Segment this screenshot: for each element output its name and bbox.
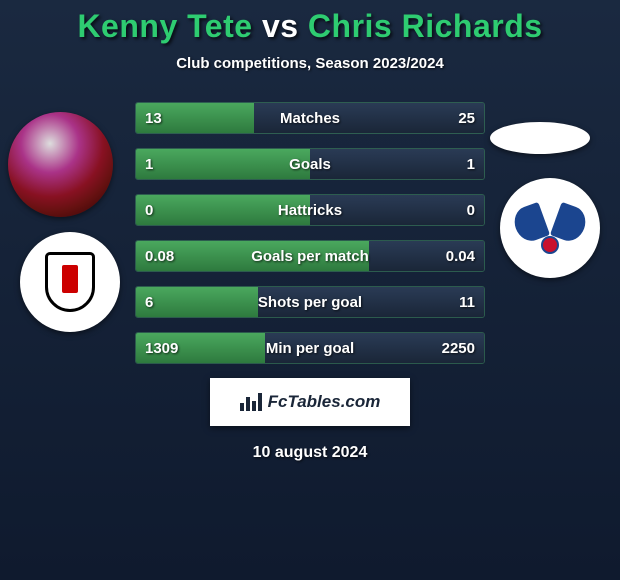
player2-photo (490, 122, 590, 154)
stat-label: Shots per goal (135, 294, 485, 311)
date-label: 10 august 2024 (0, 444, 620, 462)
stat-rows-container: 13 Matches 25 1 Goals 1 0 Hattricks 0 0.… (135, 102, 485, 364)
stat-label: Min per goal (135, 340, 485, 357)
stat-value-right: 0.04 (435, 248, 475, 265)
vs-text: vs (262, 8, 299, 44)
attribution-text: FcTables.com (268, 392, 381, 412)
stat-value-right: 0 (435, 202, 475, 219)
player1-club-logo (20, 232, 120, 332)
comparison-title: Kenny Tete vs Chris Richards (0, 0, 620, 45)
stat-row: 13 Matches 25 (135, 102, 485, 134)
stat-label: Hattricks (135, 202, 485, 219)
attribution-badge[interactable]: FcTables.com (210, 378, 410, 426)
stat-value-right: 25 (435, 110, 475, 127)
stat-row: 0 Hattricks 0 (135, 194, 485, 226)
player1-photo (8, 112, 113, 217)
bar-chart-icon (240, 393, 262, 411)
stat-value-right: 11 (435, 294, 475, 311)
stat-value-right: 1 (435, 156, 475, 173)
palace-eagle-icon (515, 198, 585, 258)
stat-row: 0.08 Goals per match 0.04 (135, 240, 485, 272)
player2-club-logo (500, 178, 600, 278)
player2-name: Chris Richards (308, 8, 543, 44)
stat-value-right: 2250 (435, 340, 475, 357)
stat-row: 1 Goals 1 (135, 148, 485, 180)
player1-name: Kenny Tete (77, 8, 252, 44)
stat-row: 1309 Min per goal 2250 (135, 332, 485, 364)
stat-label: Goals (135, 156, 485, 173)
stat-row: 6 Shots per goal 11 (135, 286, 485, 318)
subtitle: Club competitions, Season 2023/2024 (0, 55, 620, 72)
stat-label: Matches (135, 110, 485, 127)
stat-label: Goals per match (135, 248, 485, 265)
fulham-shield-icon (45, 252, 95, 312)
